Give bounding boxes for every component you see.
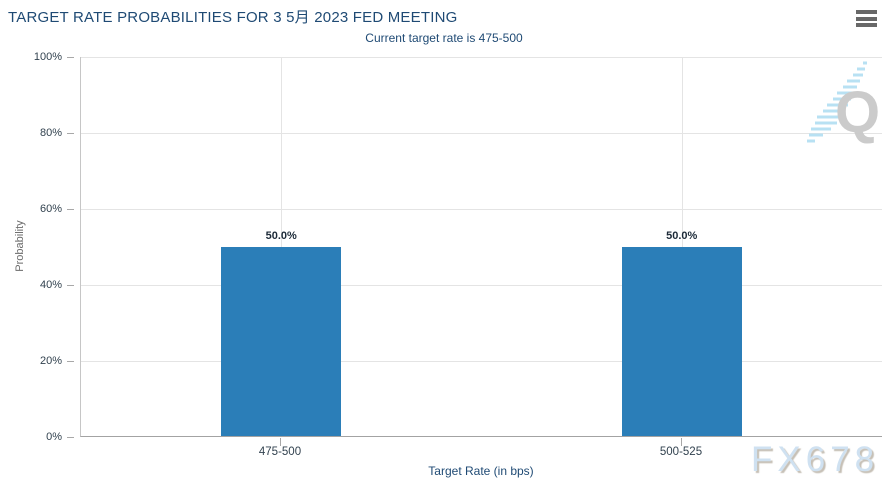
- bar[interactable]: [221, 246, 342, 436]
- fx678-watermark: FX678: [751, 440, 880, 479]
- bar-group: 50.0%: [221, 57, 342, 436]
- y-tick-mark: [67, 437, 74, 438]
- y-axis-title: Probability: [14, 220, 26, 272]
- gridline-horizontal: [81, 133, 882, 134]
- bar-value-label: 50.0%: [666, 229, 698, 242]
- q-logo-watermark-icon: Q: [807, 61, 879, 145]
- hamburger-menu-button[interactable]: [856, 10, 877, 27]
- bar[interactable]: [621, 246, 742, 436]
- y-tick-label: 80%: [39, 127, 62, 139]
- y-tick-mark: [67, 209, 74, 210]
- x-tick-mark: [681, 438, 682, 446]
- y-tick-label: 100%: [33, 51, 62, 63]
- y-tick-mark: [67, 285, 74, 286]
- chart-title: TARGET RATE PROBABILITIES FOR 3 5月 2023 …: [8, 9, 458, 26]
- bar-value-label: 50.0%: [265, 229, 297, 242]
- y-tick-label: 20%: [39, 355, 62, 367]
- hamburger-icon: [856, 23, 877, 27]
- gridline-horizontal: [81, 57, 882, 58]
- x-category-label: 475-500: [258, 446, 302, 458]
- y-tick-label: 40%: [39, 279, 62, 291]
- chart-subtitle: Current target rate is 475-500: [365, 31, 523, 45]
- x-axis-title: Target Rate (in bps): [428, 464, 534, 478]
- y-tick-mark: [67, 133, 74, 134]
- x-category-label: 500-525: [659, 446, 703, 458]
- y-tick-label: 0%: [46, 431, 62, 443]
- hamburger-icon: [856, 16, 877, 21]
- x-tick-mark: [280, 438, 281, 446]
- gridline-horizontal: [81, 361, 882, 362]
- y-tick-mark: [67, 361, 74, 362]
- bar-group: 50.0%: [621, 57, 742, 436]
- gridline-horizontal: [81, 285, 882, 286]
- y-tick-mark: [67, 57, 74, 58]
- gridline-horizontal: [81, 209, 882, 210]
- y-tick-label: 60%: [39, 203, 62, 215]
- plot-area: 50.0% 50.0%: [80, 57, 882, 437]
- q-letter: Q: [835, 80, 879, 145]
- hamburger-icon: [856, 10, 877, 14]
